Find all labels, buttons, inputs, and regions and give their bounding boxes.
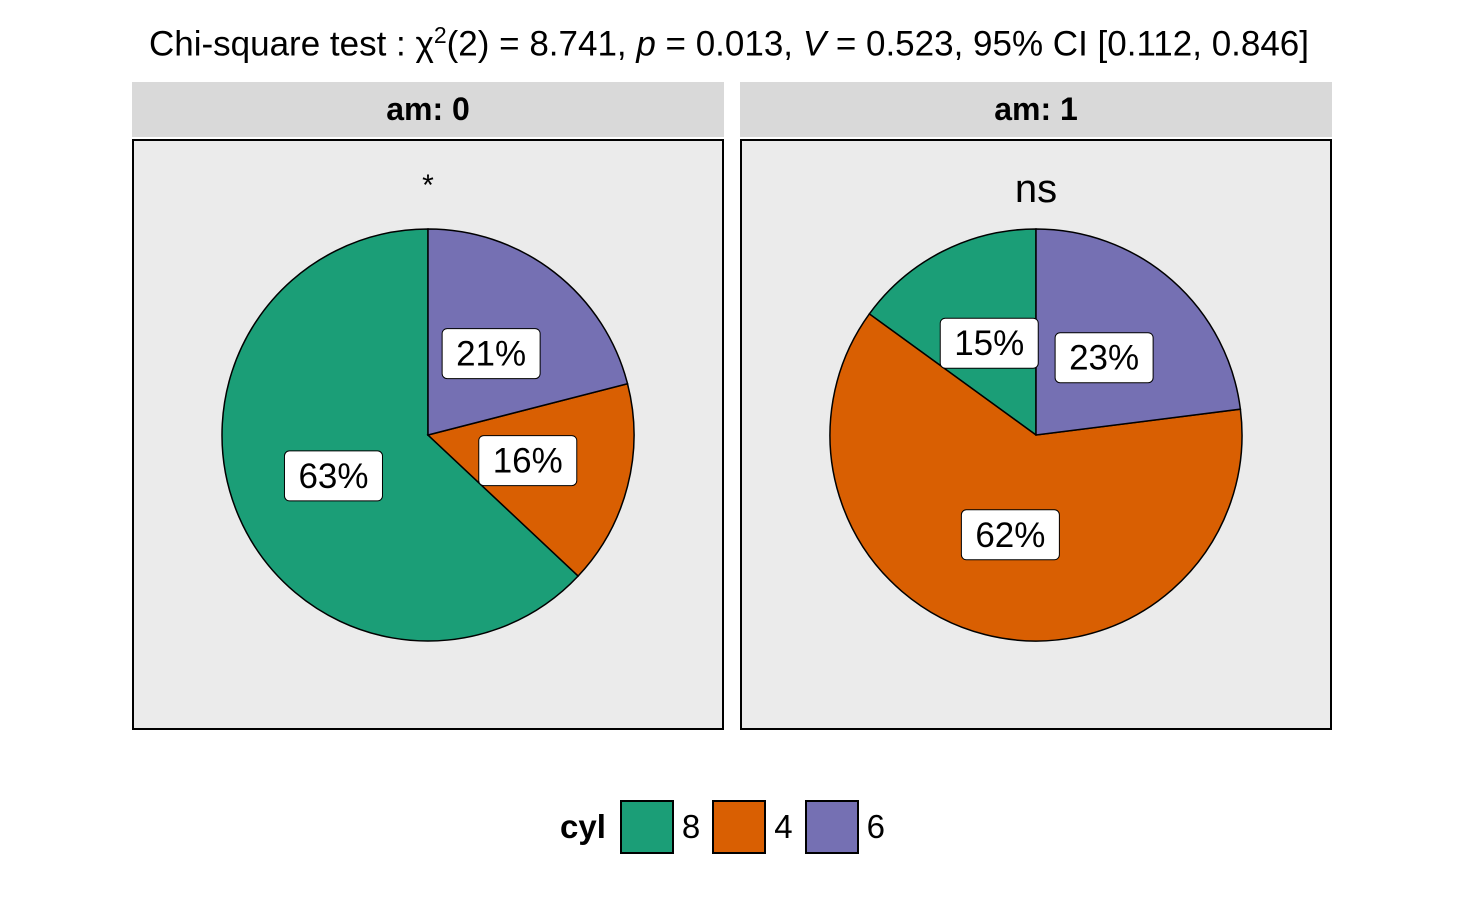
pie-chart-am-1: 15% 62% 23% ns xyxy=(829,167,1243,642)
title-chi-symbol: χ xyxy=(415,24,434,64)
svg-text:15%: 15% xyxy=(954,324,1024,363)
facet-panel-am-1: am: 1 15% 62% 23% ns xyxy=(740,82,1332,730)
plot-area-am-0: 63% 16% 21% * xyxy=(132,139,724,730)
legend-swatch-8 xyxy=(619,800,674,854)
legend-label-8: 8 xyxy=(681,808,701,845)
legend: cyl 8 4 6 xyxy=(560,797,897,857)
legend-swatch-6 xyxy=(804,800,859,854)
legend-label-6: 6 xyxy=(866,808,885,845)
facet-strip-am-0: am: 0 xyxy=(132,82,724,137)
significance-label: ns xyxy=(1015,167,1057,211)
svg-text:23%: 23% xyxy=(1069,339,1139,378)
legend-item-6: 6 xyxy=(804,800,889,854)
title-v-symbol: V xyxy=(802,24,827,64)
slice-label-cyl-6: 21% xyxy=(441,328,541,380)
title-p-symbol: p xyxy=(636,24,656,64)
significance-label: * xyxy=(422,169,434,202)
pie-slice-cyl-8 xyxy=(221,228,580,642)
svg-text:62%: 62% xyxy=(975,516,1045,555)
slice-label-cyl-4: 62% xyxy=(960,509,1060,561)
pie-slice-cyl-6 xyxy=(1035,228,1242,436)
legend-swatch-4 xyxy=(712,800,767,854)
slice-label-cyl-4: 16% xyxy=(478,435,578,487)
title-p-text: = 0.013, xyxy=(655,24,803,64)
chart-title: Chi-square test : χ2(2) = 8.741, p = 0.0… xyxy=(0,22,1458,65)
facet-panel-am-0: am: 0 63% 16% 21% * xyxy=(132,82,724,730)
title-df-text: (2) = 8.741, xyxy=(446,24,637,64)
plot-area-am-1: 15% 62% 23% ns xyxy=(740,139,1332,730)
svg-text:21%: 21% xyxy=(456,335,526,374)
legend-title: cyl xyxy=(560,808,606,845)
pie-chart-am-0: 63% 16% 21% * xyxy=(221,169,635,642)
slice-label-cyl-8: 63% xyxy=(283,450,383,502)
slice-label-cyl-8: 15% xyxy=(939,317,1039,369)
title-v-text: = 0.523, 95% CI [0.112, 0.846] xyxy=(826,24,1309,64)
svg-text:63%: 63% xyxy=(298,457,368,496)
svg-text:16%: 16% xyxy=(493,442,563,481)
legend-item-4: 4 xyxy=(712,800,796,854)
facet-strip-am-1: am: 1 xyxy=(740,82,1332,137)
slice-label-cyl-6: 23% xyxy=(1054,332,1154,384)
pie-slice-cyl-4 xyxy=(829,312,1243,642)
legend-item-8: 8 xyxy=(619,800,704,854)
title-superscript: 2 xyxy=(433,22,447,48)
title-prefix: Chi-square test : xyxy=(148,24,416,64)
legend-label-4: 4 xyxy=(774,808,793,845)
